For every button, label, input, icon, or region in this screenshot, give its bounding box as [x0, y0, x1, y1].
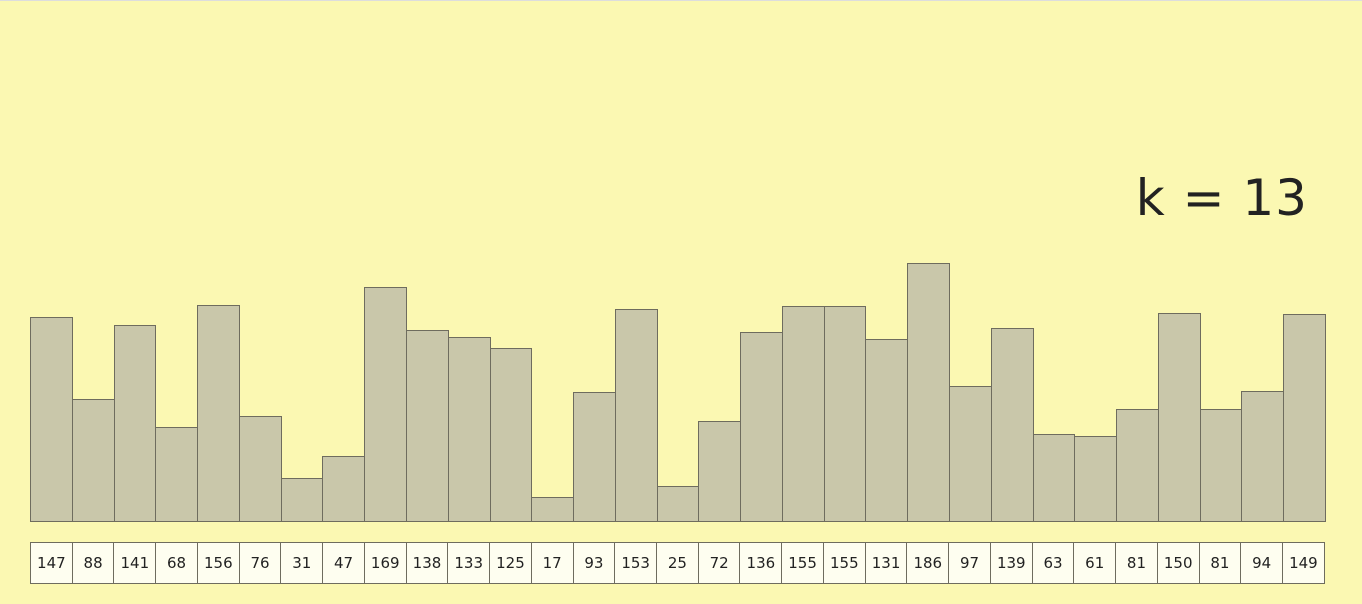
array-cell: 68 [156, 543, 198, 583]
array-cells: 147 88 141 68 156 76 31 47 169 138 133 125 17 93 153 25… [30, 542, 1325, 584]
array-cell: 136 [740, 543, 783, 583]
array-cell: 97 [949, 543, 991, 583]
array-cell: 125 [490, 543, 532, 583]
array-cell: 76 [240, 543, 282, 583]
array-cell: 131 [866, 543, 908, 583]
array-cell: 81 [1116, 543, 1158, 583]
bar [907, 263, 951, 522]
bar [1157, 312, 1201, 522]
bar [1116, 408, 1159, 522]
array-cell: 61 [1074, 543, 1117, 583]
array-cell: 94 [1241, 543, 1284, 583]
bar [280, 478, 324, 522]
array-cell: 88 [73, 543, 115, 583]
bar [447, 336, 491, 522]
array-cell: 133 [448, 543, 491, 583]
array-cell: 149 [1289, 554, 1318, 572]
bar [573, 392, 616, 522]
array-cell: 155 [782, 543, 824, 583]
array-cell: 150 [1158, 543, 1200, 583]
array-cell: 169 [365, 543, 407, 583]
array-cell: 141 [114, 543, 157, 583]
bar [656, 486, 700, 522]
bar [197, 304, 240, 522]
array-cell: 81 [1200, 543, 1242, 583]
bar [30, 317, 73, 522]
array-cell: 138 [407, 543, 449, 583]
bar [489, 347, 533, 522]
bar [1032, 433, 1076, 522]
bar [823, 306, 867, 522]
array-cell: 186 [907, 543, 950, 583]
bar [1199, 408, 1243, 522]
array-cell: 139 [991, 543, 1033, 583]
bar [1283, 314, 1326, 522]
array-cell: 72 [699, 543, 741, 583]
bar [949, 386, 992, 522]
array-cell: 147 [31, 543, 73, 583]
bar [1074, 436, 1118, 522]
bar [865, 339, 909, 522]
bar [322, 455, 366, 522]
array-cell: 155 [824, 543, 866, 583]
bar [614, 308, 658, 522]
array-cell: 47 [323, 543, 365, 583]
bar [740, 332, 783, 522]
bar [238, 415, 282, 522]
bar [113, 325, 157, 522]
bar [531, 497, 575, 522]
array-cell: 25 [657, 543, 699, 583]
bar [990, 328, 1034, 522]
bar [405, 329, 449, 522]
array-cell: 156 [198, 543, 240, 583]
bar-chart [30, 1, 1326, 522]
bar [781, 306, 825, 522]
bar [364, 286, 407, 522]
bar [71, 398, 115, 522]
array-cell: 63 [1033, 543, 1075, 583]
array-cell: 93 [574, 543, 616, 583]
bar [1241, 390, 1285, 522]
array-cell: 153 [615, 543, 658, 583]
bar [698, 421, 742, 522]
array-cell: 17 [532, 543, 574, 583]
k-value-label: k = 13 [1135, 169, 1308, 227]
array-cell: 31 [281, 543, 324, 583]
bar [155, 426, 199, 522]
